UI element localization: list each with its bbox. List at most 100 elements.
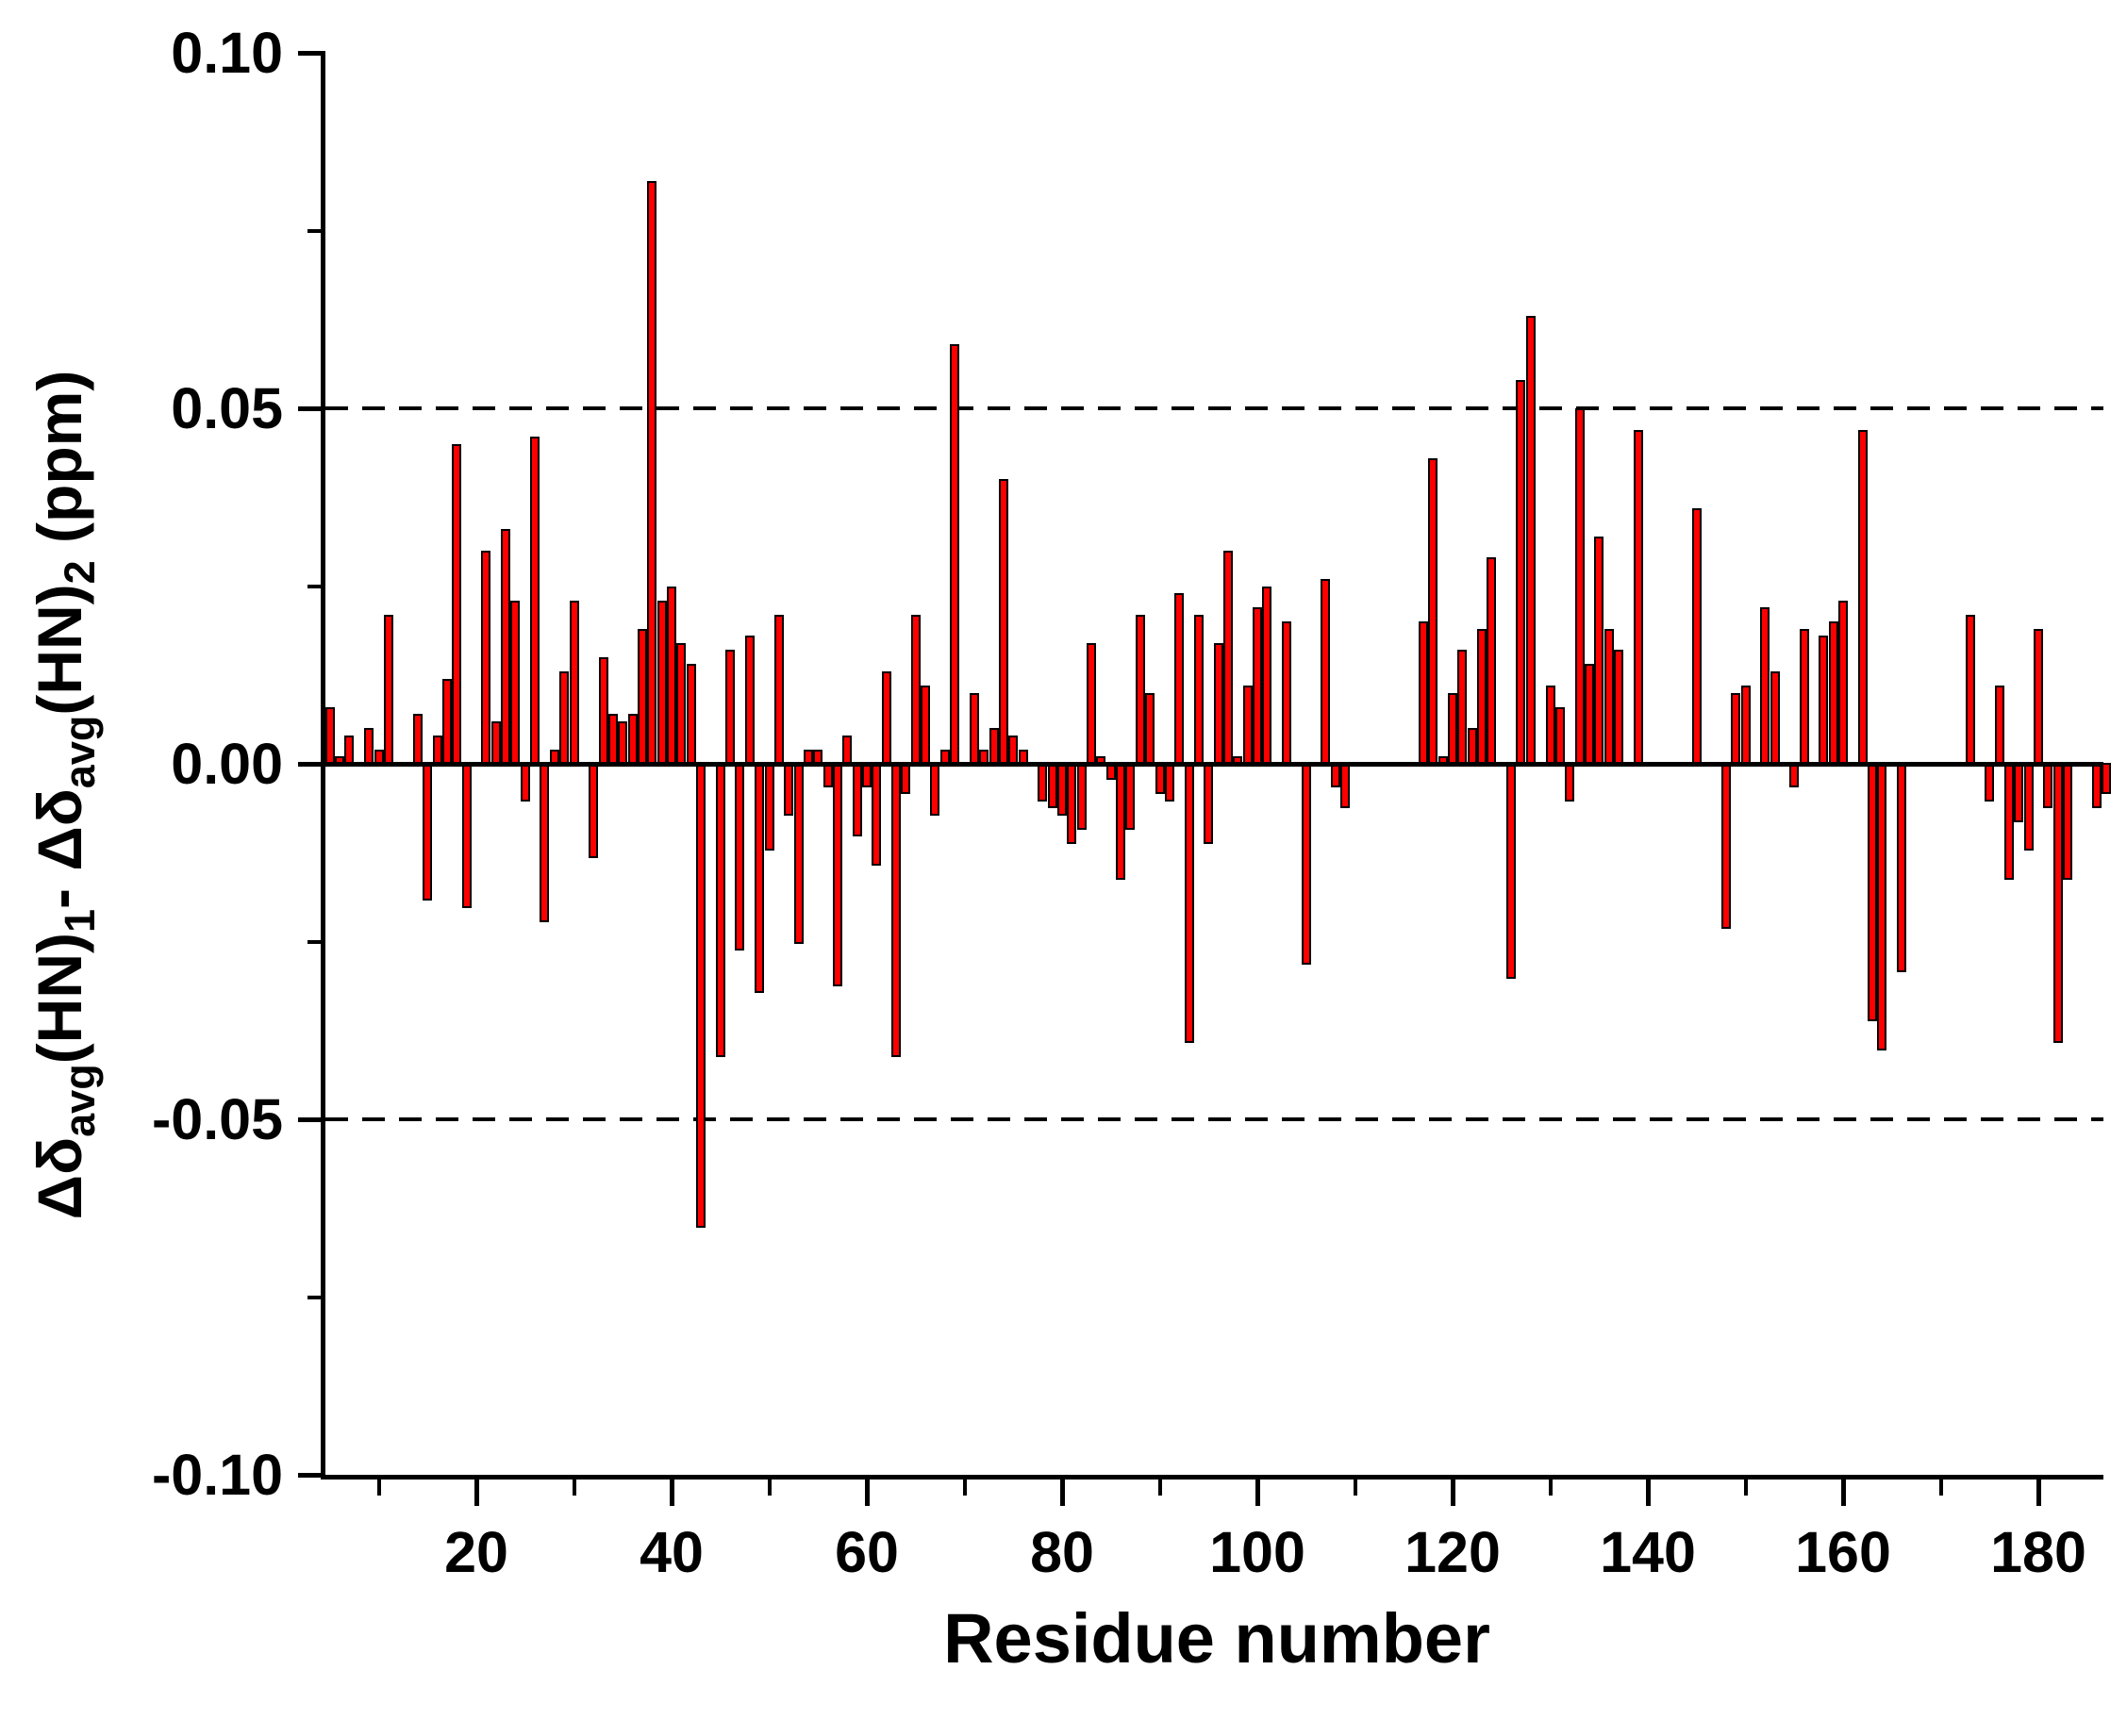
bar <box>969 692 979 765</box>
bar <box>383 614 393 765</box>
x-tick-label: 140 <box>1600 1520 1696 1584</box>
x-minor-tick <box>572 1480 576 1496</box>
bar <box>715 763 725 1058</box>
zero-line <box>325 761 2103 767</box>
bar <box>412 714 423 765</box>
bar <box>784 763 794 816</box>
bar <box>2052 763 2063 1044</box>
bar <box>1222 550 1233 765</box>
bar <box>1213 642 1223 765</box>
bar <box>891 763 902 1058</box>
bar <box>989 728 999 765</box>
bar <box>1428 457 1438 765</box>
bar <box>930 763 940 816</box>
y-axis-title: Δδavg(HN)1- Δδavg(HN)2 (ppm) <box>25 370 105 1220</box>
x-major-tick <box>1255 1480 1260 1506</box>
bar <box>696 763 706 1229</box>
bar <box>1819 636 1829 765</box>
bar <box>1691 507 1702 765</box>
bar <box>481 550 491 765</box>
y-major-tick <box>298 50 325 56</box>
bar <box>764 763 774 851</box>
bar <box>1965 614 1975 765</box>
bar <box>1330 763 1340 787</box>
bar <box>1584 664 1594 765</box>
bar <box>607 714 618 765</box>
bar <box>1047 763 1057 809</box>
x-minor-tick <box>1157 1480 1162 1496</box>
bar <box>1125 763 1136 830</box>
bar <box>950 344 960 765</box>
bar <box>881 670 891 765</box>
y-minor-tick <box>307 939 325 944</box>
bar <box>2034 628 2043 765</box>
bar <box>901 763 911 795</box>
x-tick-label: 120 <box>1404 1520 1501 1584</box>
x-major-tick <box>474 1480 479 1506</box>
bar <box>490 720 501 765</box>
bar <box>2014 763 2024 823</box>
bar <box>852 763 862 837</box>
bar <box>1457 650 1468 765</box>
x-tick-label: 180 <box>1990 1520 2086 1584</box>
bar <box>1604 628 1614 765</box>
bar <box>1516 379 1526 765</box>
bar <box>998 479 1008 765</box>
bar <box>872 763 882 866</box>
bar <box>1740 686 1751 765</box>
bar <box>1057 763 1067 816</box>
bar <box>1038 763 1048 802</box>
bar <box>1554 706 1565 765</box>
bar <box>773 614 784 765</box>
bar <box>520 763 530 802</box>
bar <box>725 650 736 765</box>
bar <box>2023 763 2034 851</box>
bar <box>832 763 842 986</box>
bar <box>1321 578 1331 765</box>
bar <box>1838 600 1848 765</box>
bar <box>1565 763 1575 802</box>
bar <box>1008 735 1019 765</box>
bar <box>1633 429 1643 765</box>
bar <box>452 443 462 765</box>
bar <box>755 763 765 994</box>
bar <box>1164 763 1174 802</box>
bar <box>1145 692 1155 765</box>
x-major-tick <box>669 1480 674 1506</box>
y-tick-label: 0.10 <box>171 21 283 85</box>
y-tick-label: -0.05 <box>151 1087 283 1151</box>
x-tick-label: 40 <box>640 1520 704 1584</box>
bar <box>735 763 745 951</box>
x-major-tick <box>864 1480 870 1506</box>
bar <box>686 664 696 765</box>
bar <box>921 686 931 765</box>
bar <box>656 600 667 765</box>
bar <box>559 670 570 765</box>
x-tick-label: 80 <box>1030 1520 1094 1584</box>
bar <box>910 614 921 765</box>
bar <box>510 600 521 765</box>
bar <box>842 735 853 765</box>
bar <box>324 706 335 765</box>
x-tick-label: 160 <box>1795 1520 1891 1584</box>
bar <box>637 628 647 765</box>
bar <box>1467 728 1477 765</box>
bar <box>647 180 657 765</box>
x-minor-tick <box>1353 1480 1357 1496</box>
x-major-tick <box>1840 1480 1846 1506</box>
bar <box>1760 607 1770 765</box>
x-major-tick <box>1645 1480 1651 1506</box>
bar <box>793 763 804 944</box>
bar <box>1770 670 1780 765</box>
bar <box>1477 628 1487 765</box>
bar <box>1262 586 1272 765</box>
bar <box>744 636 755 765</box>
bar <box>432 735 442 765</box>
bar <box>1282 621 1292 765</box>
y-major-tick <box>298 405 325 411</box>
bar <box>344 735 355 765</box>
bar <box>598 656 608 765</box>
x-minor-tick <box>1548 1480 1553 1496</box>
bar <box>1087 642 1097 765</box>
